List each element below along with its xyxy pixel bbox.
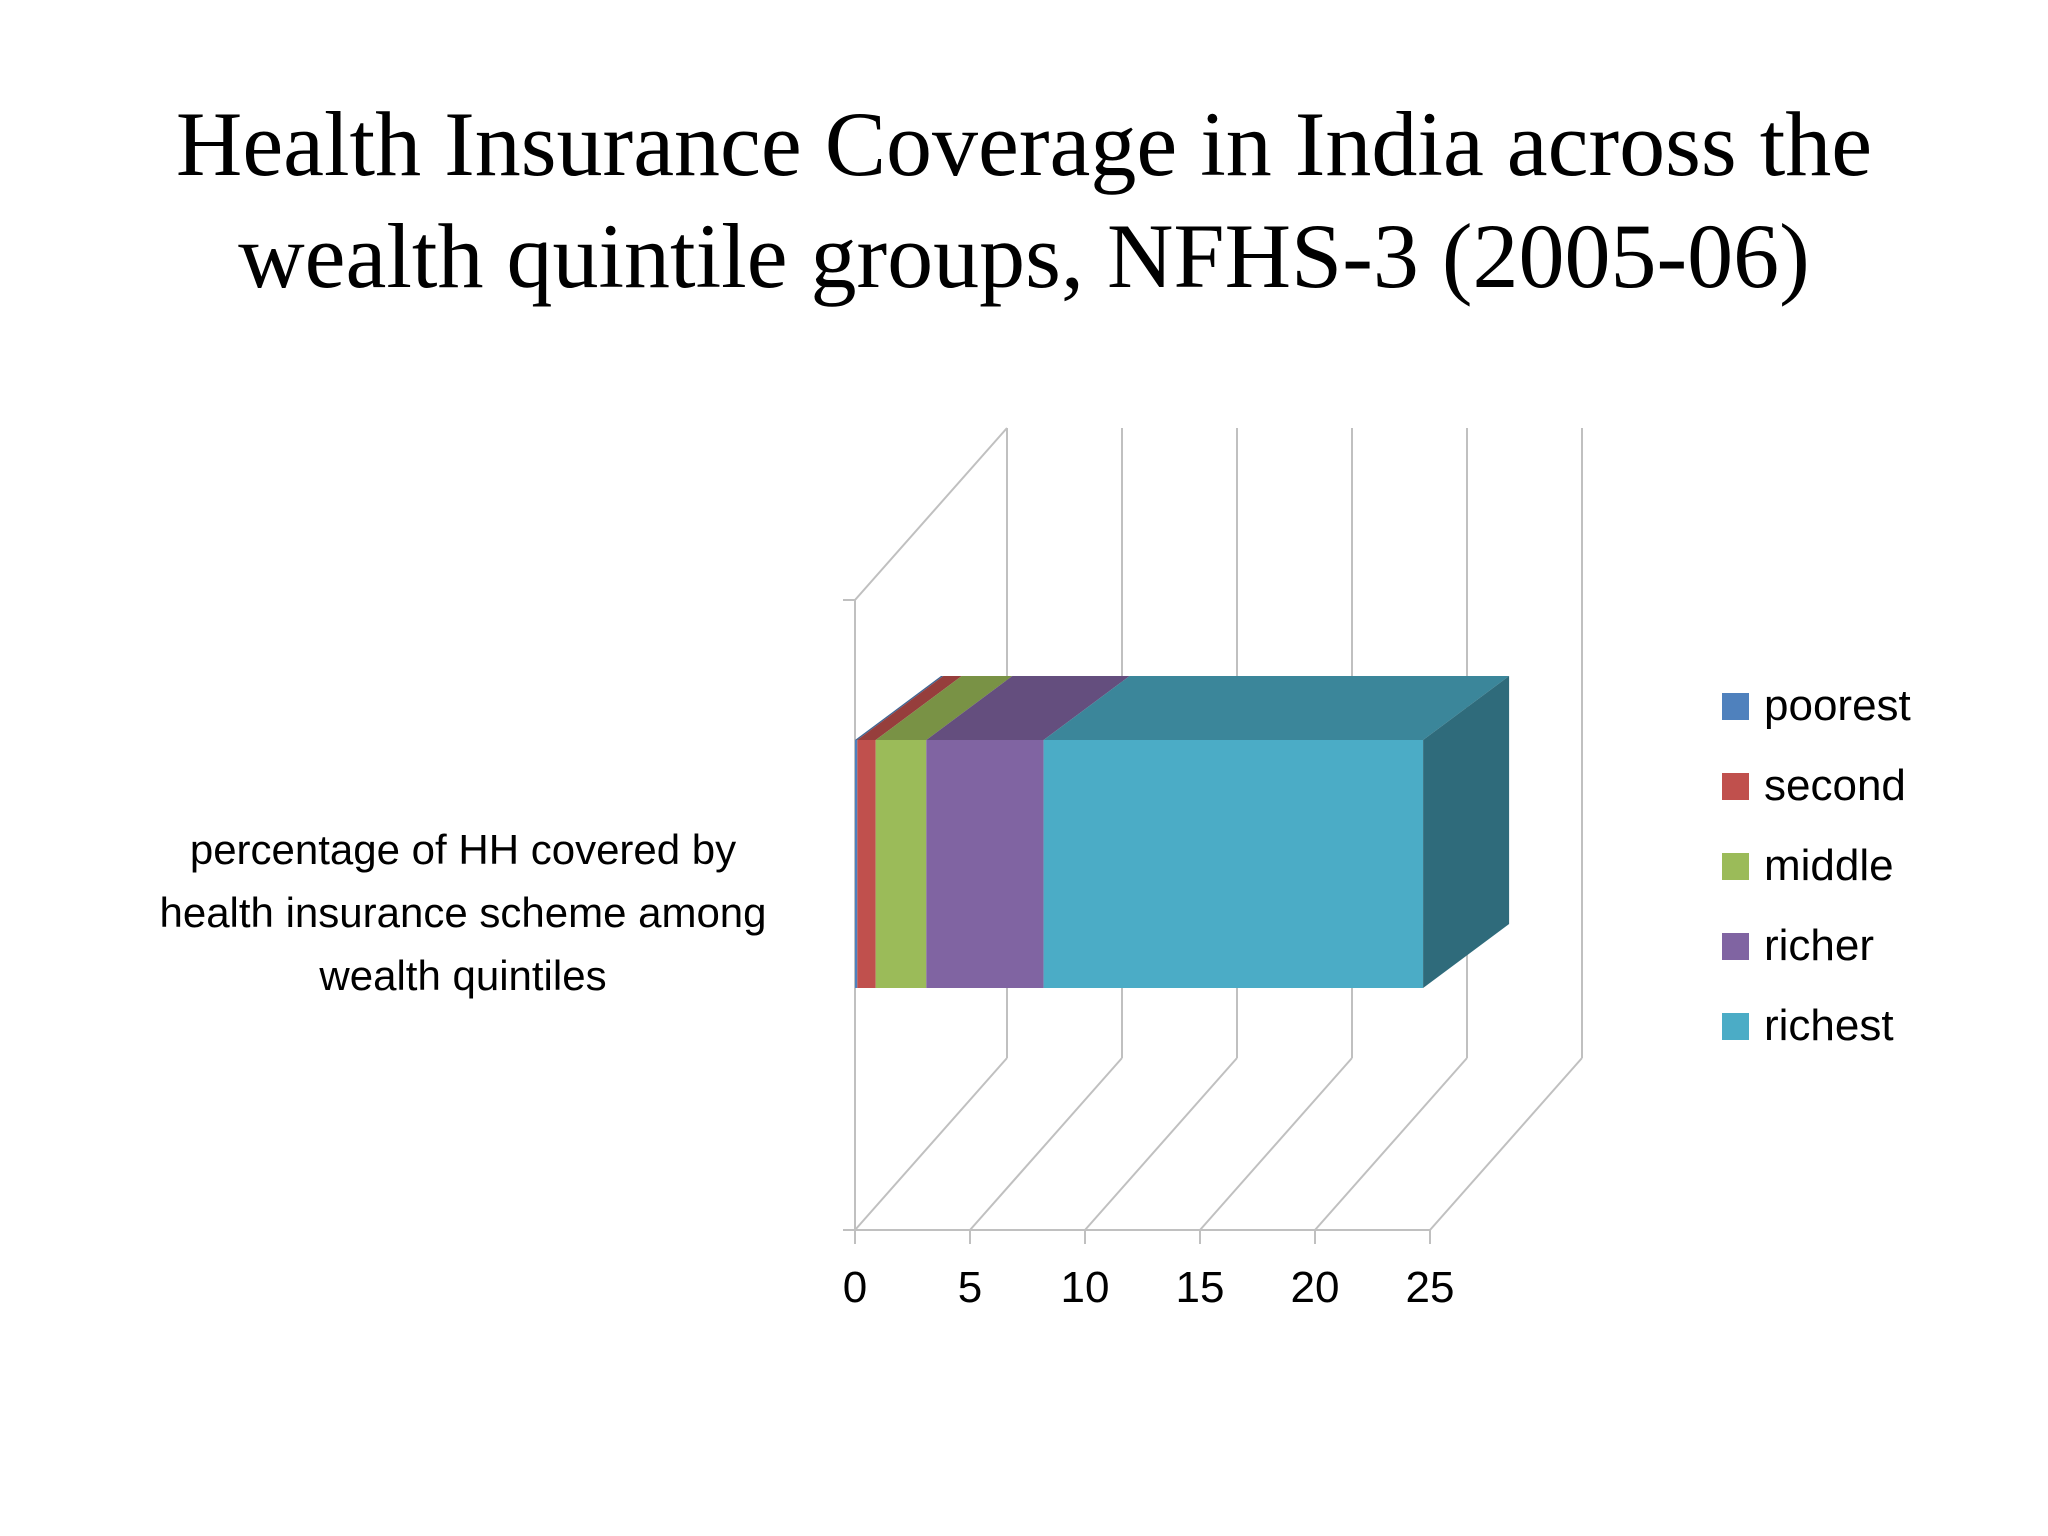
- chart-walls: [843, 427, 1430, 1231]
- legend-label-richer: richer: [1764, 921, 1874, 970]
- category-label: percentage of HH covered by health insura…: [159, 826, 766, 999]
- category-label-line: percentage of HH covered by: [190, 826, 736, 873]
- category-label-line: wealth quintiles: [318, 952, 606, 999]
- bar-segment-second: [857, 740, 876, 988]
- legend-label-second: second: [1764, 761, 1906, 810]
- bar-top-second: [857, 676, 962, 740]
- chart-title: Health Insurance Coverage in India acros…: [0, 88, 2048, 312]
- bar-segment-poorest: [855, 740, 858, 988]
- floor-gridline: [1199, 1057, 1353, 1231]
- x-tick-label: 0: [843, 1263, 867, 1312]
- bar-top-middle: [875, 676, 1013, 740]
- legend-swatch-second: [1722, 773, 1749, 800]
- chart-title-line-1: Health Insurance Coverage in India acros…: [175, 93, 1873, 195]
- legend-swatch-richer: [1722, 933, 1749, 960]
- bar-top-richest: [1043, 676, 1510, 740]
- bar-top-richer: [926, 676, 1130, 740]
- legend-label-poorest: poorest: [1764, 681, 1911, 730]
- category-label-line: health insurance scheme among: [159, 889, 766, 936]
- legend-swatch-middle: [1722, 853, 1749, 880]
- legend-label-richest: richest: [1764, 1001, 1894, 1050]
- floor-gridline: [1084, 1057, 1238, 1231]
- floor-gridline: [854, 1057, 1008, 1231]
- floor-gridline: [1429, 1057, 1583, 1231]
- bar-segment-richest: [1043, 740, 1424, 988]
- bar-top-poorest: [855, 676, 944, 740]
- x-axis: 0 5 10 15 20 25: [843, 1230, 1455, 1312]
- bar-segments: [855, 676, 1510, 988]
- x-tick-label: 20: [1291, 1263, 1340, 1312]
- legend-swatch-poorest: [1722, 693, 1749, 720]
- x-tick-label: 5: [958, 1263, 982, 1312]
- x-tick-label: 10: [1061, 1263, 1110, 1312]
- x-tick-label: 25: [1406, 1263, 1455, 1312]
- floor-gridline: [969, 1057, 1123, 1231]
- bar-segment-richer: [926, 740, 1044, 988]
- legend-swatch-richest: [1722, 1013, 1749, 1040]
- floor-gridline: [1314, 1057, 1468, 1231]
- bar-segment-middle: [875, 740, 927, 988]
- x-tick-label: 15: [1176, 1263, 1225, 1312]
- chart-title-line-2: wealth quintile groups, NFHS-3 (2005-06): [238, 205, 1810, 307]
- legend-label-middle: middle: [1764, 841, 1894, 890]
- bar-end-face: [1423, 676, 1510, 988]
- legend: poorest second middle richer richest: [1722, 681, 1911, 1050]
